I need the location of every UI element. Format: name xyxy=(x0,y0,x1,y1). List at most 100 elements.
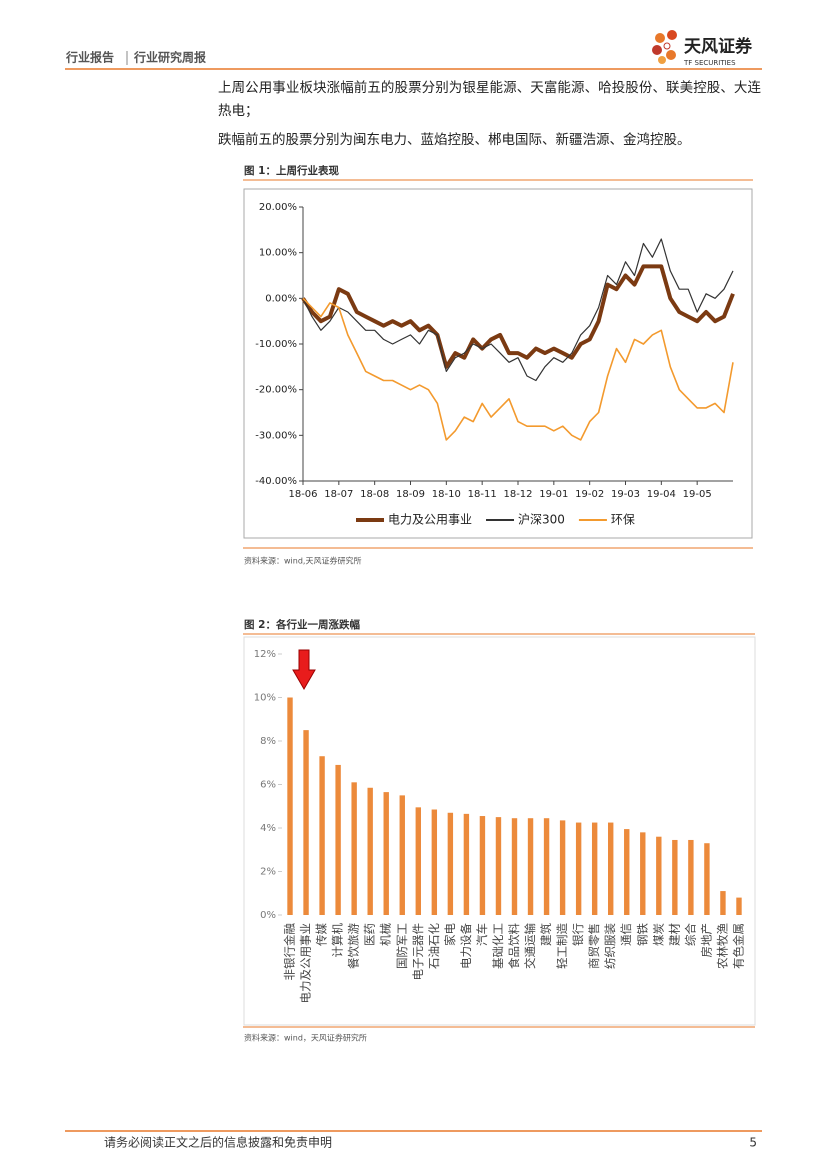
footer-disclaimer: 请务必阅读正文之后的信息披露和免责申明 xyxy=(104,1135,332,1150)
y-tick-label: -20.00% xyxy=(255,385,297,396)
chart-frame xyxy=(243,636,756,1026)
y-tick-label: -10.00% xyxy=(255,339,297,350)
x-tick-label: 煤炭 xyxy=(651,923,665,946)
x-tick-label: 石油石化 xyxy=(427,923,441,969)
y-tick-label: -30.00% xyxy=(255,430,297,441)
y-tick-label: 12% xyxy=(254,649,276,660)
x-tick-label: 电力设备 xyxy=(459,923,473,969)
bar xyxy=(319,756,325,915)
x-tick-label: 商贸零售 xyxy=(587,923,601,969)
x-tick-label: 食品饮料 xyxy=(507,923,521,969)
bar xyxy=(720,891,726,915)
x-tick-label: 19-03 xyxy=(611,489,640,500)
legend-label: 电力及公用事业 xyxy=(388,513,472,527)
header-subsection: 行业研究周报 xyxy=(133,50,206,65)
x-tick-label: 传媒 xyxy=(315,923,329,946)
x-tick-label: 18-07 xyxy=(324,489,353,500)
x-tick-label: 轻工制造 xyxy=(555,923,569,969)
y-tick-label: 10% xyxy=(254,693,276,704)
figure-source: 资料来源：wind，天风证券研究所 xyxy=(244,1033,367,1043)
bar xyxy=(399,795,405,915)
bar xyxy=(287,697,293,915)
bar xyxy=(591,822,598,915)
bar xyxy=(351,782,357,915)
bar xyxy=(543,818,550,915)
bar xyxy=(736,897,742,915)
x-tick-label: 基础化工 xyxy=(491,923,505,969)
bar xyxy=(303,730,309,915)
x-tick-label: 汽车 xyxy=(475,923,489,946)
x-tick-label: 电力及公用事业 xyxy=(299,923,313,1004)
bar xyxy=(640,832,646,915)
x-tick-label: 建材 xyxy=(667,923,681,946)
logo-mark xyxy=(652,30,677,64)
x-tick-label: 计算机 xyxy=(331,923,345,958)
bar xyxy=(704,843,710,915)
x-tick-label: 18-10 xyxy=(432,489,461,500)
y-tick-label: 0.00% xyxy=(265,293,297,304)
x-tick-label: 纺织服装 xyxy=(603,923,617,969)
x-tick-label: 机械 xyxy=(379,923,393,946)
x-tick-label: 家电 xyxy=(443,923,457,946)
y-tick-label: 20.00% xyxy=(259,202,297,213)
bar xyxy=(688,839,694,915)
header-section: 行业报告 xyxy=(65,50,114,65)
bar xyxy=(431,809,438,915)
x-tick-label: 非银行金融 xyxy=(283,923,297,981)
bar xyxy=(511,818,518,915)
highlight-arrow xyxy=(292,649,316,690)
x-tick-label: 18-11 xyxy=(468,489,497,500)
bar xyxy=(383,792,389,915)
y-tick-label: 2% xyxy=(260,867,276,878)
x-tick-label: 19-05 xyxy=(683,489,712,500)
bar xyxy=(367,787,373,915)
x-tick-label: 医药 xyxy=(363,923,377,946)
x-tick-label: 有色金属 xyxy=(731,923,745,969)
bar xyxy=(335,764,341,915)
x-tick-label: 国防军工 xyxy=(395,923,409,969)
x-tick-label: 综合 xyxy=(683,923,697,946)
x-tick-label: 18-09 xyxy=(396,489,425,500)
x-tick-label: 19-04 xyxy=(647,489,676,500)
bar xyxy=(624,829,630,915)
paragraph: 跌幅前五的股票分别为闽东电力、蓝焰控股、郴电国际、新疆浩源、金鸿控股。 xyxy=(218,132,691,148)
figure-title: 图 2：各行业一周涨跌幅 xyxy=(244,618,360,631)
chart-frame xyxy=(243,188,753,539)
bar xyxy=(495,817,502,915)
x-tick-label: 19-02 xyxy=(575,489,604,500)
bar xyxy=(575,822,582,915)
x-tick-label: 建筑 xyxy=(539,923,553,946)
bar xyxy=(559,820,566,915)
bar xyxy=(463,813,470,915)
series-line xyxy=(301,264,735,369)
series-line xyxy=(302,238,734,382)
x-tick-label: 钢铁 xyxy=(635,923,649,946)
x-tick-label: 房地产 xyxy=(699,923,713,958)
page-number: 5 xyxy=(749,1136,757,1150)
logo-name: 天风证券 xyxy=(684,36,753,57)
legend-label: 沪深300 xyxy=(518,513,565,527)
bar xyxy=(656,836,662,915)
bar xyxy=(447,812,454,915)
x-tick-label: 电子元器件 xyxy=(411,923,425,981)
x-tick-label: 交通运输 xyxy=(523,923,537,969)
y-tick-label: 6% xyxy=(260,780,276,791)
figure-title: 图 1：上周行业表现 xyxy=(244,164,339,177)
figure-source: 资料来源：wind,天风证券研究所 xyxy=(244,556,361,566)
x-tick-label: 银行 xyxy=(571,923,585,946)
bar xyxy=(479,816,486,915)
x-tick-label: 18-12 xyxy=(503,489,532,500)
x-tick-label: 通信 xyxy=(619,923,633,946)
bar xyxy=(415,807,421,915)
x-tick-label: 18-06 xyxy=(288,489,317,500)
x-tick-label: 18-08 xyxy=(360,489,389,500)
bar xyxy=(672,839,678,915)
legend-label: 环保 xyxy=(611,513,635,527)
y-tick-label: 10.00% xyxy=(259,248,297,259)
bar xyxy=(527,818,534,915)
bar xyxy=(608,822,614,915)
logo-en: TF SECURITIES xyxy=(683,59,736,67)
x-tick-label: 餐饮旅游 xyxy=(347,923,361,969)
